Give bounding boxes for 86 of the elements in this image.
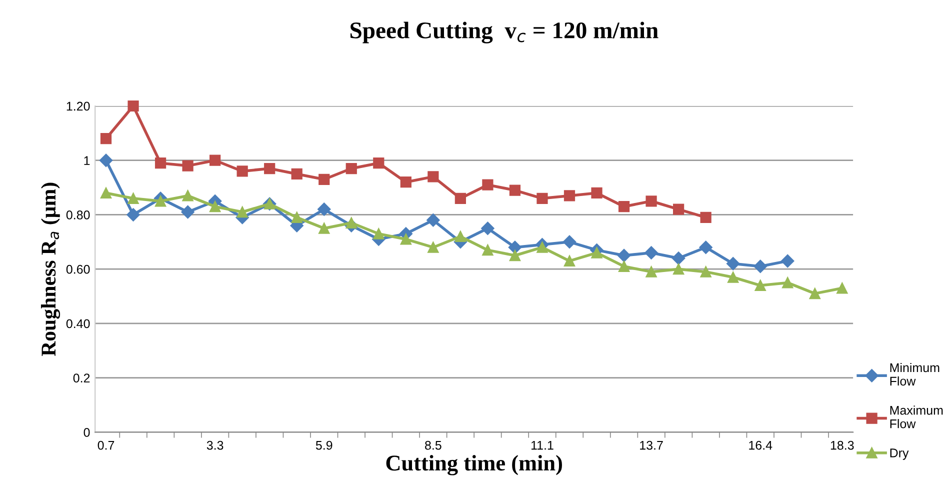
point [100,133,112,144]
point [400,234,412,245]
y-tick-label: 0.80 [66,210,90,220]
point [809,288,820,300]
point [154,158,166,169]
point [591,247,602,258]
point [728,272,739,283]
point [181,205,194,219]
point [128,100,139,112]
point [264,162,276,174]
point [154,196,166,207]
point [126,208,140,222]
point [482,179,494,190]
y-tick-label: 0.40 [66,319,90,328]
y-tick-label: 0.2 [73,374,90,382]
point [781,254,794,268]
point [591,187,602,199]
point [508,240,522,254]
legend-label: Dry [890,448,909,460]
chart-title: Speed Cutting v$_{c}$ = 120 m/min [350,22,658,44]
x-tick-label: 0.7 [98,440,114,450]
point [754,280,766,291]
point [754,260,767,273]
x-tick-label: 3.3 [206,440,224,450]
point [291,168,302,180]
point [291,212,302,224]
point [318,174,330,185]
point [700,266,712,278]
x-tick-label: 5.9 [316,440,332,450]
point [672,252,686,265]
point [673,204,684,215]
point [99,154,113,167]
y-tick-label: 0 [84,428,90,437]
point [182,190,194,202]
point [318,202,331,216]
point [618,260,630,272]
point [428,242,439,253]
point [482,244,494,256]
x-tick-label: 18.3 [830,440,854,450]
point [536,242,548,253]
point [346,162,357,174]
point [426,214,440,227]
point [782,277,794,288]
point [236,166,248,177]
y-tick-label: 1.20 [66,102,90,111]
point [318,222,330,234]
x-tick-label: 8.5 [425,440,442,450]
x-tick-label: 16.4 [749,440,772,450]
point [617,248,631,262]
point [509,184,521,196]
point [373,158,384,169]
point [700,212,712,224]
point [210,154,221,166]
point [618,201,630,212]
point [509,250,521,262]
legend-label: Minimum Flow [890,362,940,386]
point [673,264,684,275]
point [400,176,412,188]
point [481,222,494,235]
point [646,196,657,207]
point [646,266,657,278]
x-tick-label: 13.7 [640,440,663,450]
point [726,257,740,270]
point [454,230,466,242]
point [562,235,576,249]
point [536,192,548,204]
point [236,206,248,218]
point [644,246,658,260]
x-tick-label: 11.1 [531,441,554,450]
point [373,228,384,240]
point [454,192,466,204]
point [210,201,221,212]
point [128,192,139,204]
point [346,217,357,228]
point [428,171,439,182]
legend-label: Maximum Flow [890,406,943,428]
y-tick-label: 1 [84,156,90,165]
point [564,190,576,202]
y-tick-label: 0.60 [66,264,90,274]
point [100,187,112,199]
y-axis-title: Roughness R$_{a}$ (µm) [40,182,60,356]
point [564,255,576,267]
point [182,160,194,172]
x-axis-title: Cutting time (min) [386,454,562,476]
point [699,240,712,254]
point [836,282,848,294]
